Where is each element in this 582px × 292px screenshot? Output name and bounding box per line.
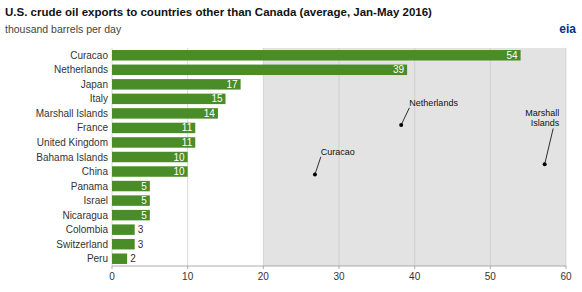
axis-line: [112, 266, 566, 267]
bar: [112, 137, 195, 147]
bar: [112, 65, 407, 75]
grid-line: [566, 48, 567, 266]
data-label: 5: [141, 195, 147, 206]
map-background: [263, 48, 566, 266]
annotation: MarshallIslands: [525, 108, 560, 128]
tick-label: 40: [409, 271, 421, 282]
bar: [112, 123, 195, 133]
bar: [112, 108, 218, 118]
category-label: Nicaragua: [62, 210, 108, 221]
data-label: 10: [174, 152, 186, 163]
tick-mark: [263, 266, 264, 269]
tick-mark: [339, 266, 340, 269]
chart: U.S. crude oil exports to countries othe…: [0, 0, 582, 292]
grid-line: [339, 48, 340, 266]
data-label: 3: [138, 239, 144, 250]
grid-line: [263, 48, 264, 266]
tick-mark: [414, 266, 415, 269]
tick-label: 20: [258, 271, 270, 282]
category-label: Panama: [71, 181, 109, 192]
annotation: Curacao: [321, 147, 355, 157]
x-axis: 0 10 20 30 40 50 60: [109, 48, 572, 282]
subtitle: thousand barrels per day: [5, 23, 122, 35]
data-label: 39: [393, 64, 405, 75]
bar: [112, 239, 135, 249]
data-label: 14: [204, 108, 216, 119]
category-label: France: [77, 122, 109, 133]
data-label: 5: [141, 210, 147, 221]
category-label: Colombia: [66, 224, 109, 235]
bar: [112, 224, 135, 234]
annotation-line: [401, 108, 409, 125]
tick-label: 50: [485, 271, 497, 282]
bar: [112, 152, 188, 162]
logo: eia: [559, 22, 576, 36]
data-label: 3: [138, 224, 144, 235]
bar: [112, 79, 241, 89]
data-label: 54: [506, 50, 518, 61]
tick-label: 30: [333, 271, 345, 282]
category-label: Netherlands: [54, 64, 108, 75]
tick-mark: [112, 266, 113, 269]
category-label: Curacao: [70, 50, 108, 61]
category-label: Switzerland: [56, 239, 108, 250]
category-label: Japan: [81, 79, 108, 90]
data-label: 15: [211, 93, 223, 104]
category-label: Italy: [90, 93, 108, 104]
annotations: Netherlands Curacao MarshallIslands eia: [313, 22, 576, 176]
category-label: Peru: [87, 253, 108, 264]
annotation-line: [315, 157, 321, 175]
bar: [112, 195, 150, 205]
category-label: Bahama Islands: [36, 152, 108, 163]
data-label: 10: [174, 166, 186, 177]
bar: [112, 210, 150, 220]
labels: 54 Curacao 39 Netherlands 17 Japan 15 Italy 14 Ma…: [36, 50, 518, 264]
bar: [112, 94, 226, 104]
tick-mark: [566, 266, 567, 269]
bar: [112, 254, 127, 264]
annotation-dot: [313, 172, 317, 176]
data-label: 17: [227, 79, 239, 90]
category-label: China: [82, 166, 109, 177]
data-label: 11: [182, 122, 193, 133]
bar: [112, 166, 188, 176]
category-label: United Kingdom: [37, 137, 108, 148]
annotation-dot: [543, 162, 547, 166]
category-label: Israel: [84, 195, 108, 206]
annotation-line: [545, 128, 554, 164]
tick-mark: [187, 266, 188, 269]
category-label: Marshall Islands: [36, 108, 108, 119]
data-label: 5: [141, 181, 147, 192]
bar: [112, 181, 150, 191]
grid-line: [414, 48, 415, 266]
tick-label: 10: [182, 271, 194, 282]
tick-label: 0: [109, 271, 115, 282]
tick-label: 60: [560, 271, 572, 282]
data-label: 2: [130, 253, 136, 264]
bar: [112, 50, 521, 60]
tick-mark: [490, 266, 491, 269]
annotation-dot: [399, 123, 403, 127]
data-label: 11: [182, 137, 193, 148]
annotation: Netherlands: [409, 98, 458, 108]
title: U.S. crude oil exports to countries othe…: [5, 6, 432, 18]
bars: [112, 50, 521, 264]
grid-line: [490, 48, 491, 266]
